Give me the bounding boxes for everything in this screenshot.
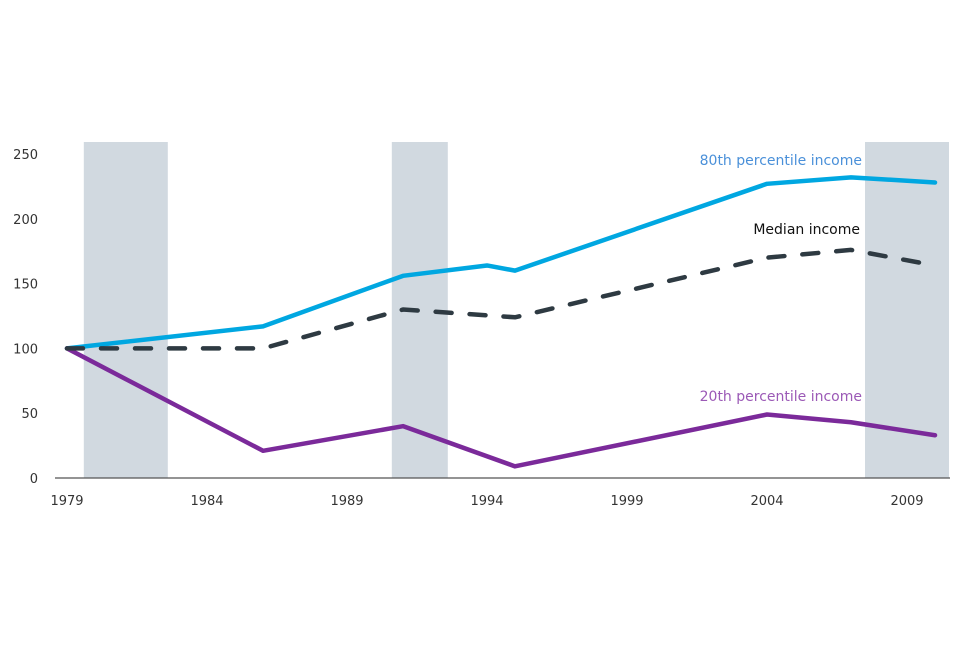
- y-tick-label: 0: [30, 472, 38, 487]
- y-tick-label: 50: [21, 407, 38, 422]
- y-tick-label: 250: [13, 148, 38, 163]
- series-label-80th: 80th percentile income: [700, 153, 862, 169]
- series-line-median-income: [64, 247, 938, 351]
- x-tick-label: 1999: [610, 494, 643, 509]
- y-tick-label: 200: [13, 213, 38, 228]
- x-tick-label: 1994: [470, 494, 503, 509]
- recession-shade: [83, 142, 168, 478]
- x-tick-label: 2004: [750, 494, 783, 509]
- y-tick-label: 100: [13, 342, 38, 357]
- series-label-20th: 20th percentile income: [700, 389, 862, 405]
- x-tick-label: 1984: [190, 494, 223, 509]
- series-line-80th-percentile-income: [64, 175, 938, 351]
- series-line-20th-percentile-income: [64, 346, 938, 469]
- x-tick-label: 2009: [890, 494, 923, 509]
- recession-shade: [865, 142, 949, 478]
- x-tick-label: 1979: [50, 494, 83, 509]
- x-tick-label: 1989: [330, 494, 363, 509]
- y-tick-label: 150: [13, 278, 38, 293]
- series-label-median: Median income: [753, 222, 860, 238]
